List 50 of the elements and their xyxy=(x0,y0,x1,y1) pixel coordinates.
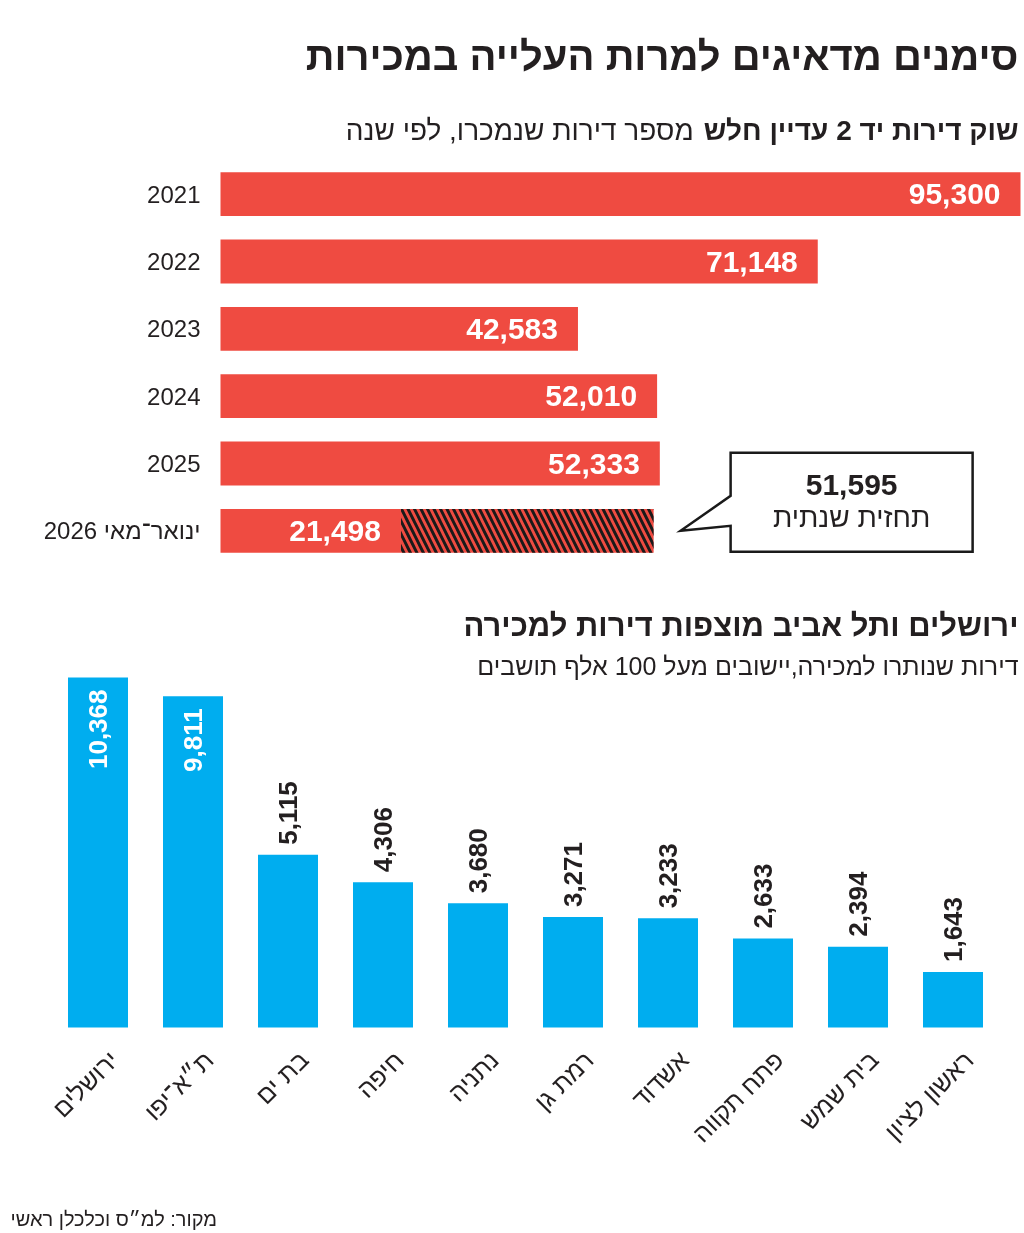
bar xyxy=(828,946,888,1028)
y-tick-label: 2022 xyxy=(147,248,201,275)
bar xyxy=(258,854,318,1028)
data-label: 52,010 xyxy=(545,379,638,413)
data-label: 2,633 xyxy=(748,863,778,929)
data-label: 21,498 xyxy=(289,513,381,547)
data-label: 71,148 xyxy=(706,244,798,278)
bar xyxy=(220,441,660,486)
x-axis-title: מספר דירות שנמכרו, לפי שנה xyxy=(345,115,694,146)
data-label: 52,333 xyxy=(548,446,640,480)
bar xyxy=(353,882,413,1028)
x-tick-label: נתניה xyxy=(442,1045,504,1107)
bar xyxy=(638,918,698,1028)
x-tick-label: רמת גן xyxy=(528,1045,599,1116)
bar xyxy=(543,917,603,1028)
y-tick-label: 2025 xyxy=(147,450,201,477)
data-label: 3,680 xyxy=(463,828,493,894)
y-tick-label: 2021 xyxy=(147,180,201,208)
bar xyxy=(220,374,658,419)
bar xyxy=(733,938,793,1028)
chart-title: ירושלים ותל אביב מוצפות דירות למכירה xyxy=(463,608,1019,643)
bar xyxy=(68,677,128,1028)
bar xyxy=(163,696,223,1028)
chart-title: סימנים מדאיגים למרות העלייה במכירות xyxy=(305,33,1019,78)
text: מקור: למ״ס וכלכלן ראשי xyxy=(10,1207,218,1230)
data-label: 95,300 xyxy=(908,177,1001,211)
data-label: 5,115 xyxy=(273,781,303,845)
chart-subtitle: דירות שנותרו למכירה,יישובים מעל 100 אלף תושבים xyxy=(477,651,1019,680)
data-label: 3,233 xyxy=(653,843,683,909)
x-tick-label: בת ים xyxy=(250,1045,314,1110)
bar xyxy=(923,972,983,1028)
x-tick-label: ת״א־יפו xyxy=(138,1045,219,1126)
data-label: 9,811 xyxy=(178,708,208,772)
bar xyxy=(220,239,818,284)
data-label: 2,394 xyxy=(843,871,873,937)
data-label: 1,643 xyxy=(938,896,968,963)
bar xyxy=(220,306,578,351)
bar xyxy=(220,172,1021,217)
y-tick-label: 2024 xyxy=(147,382,201,410)
bar xyxy=(448,903,508,1028)
chart-subtitle: שוק דירות יד 2 עדיין חלש xyxy=(703,115,1019,146)
data-label: 42,583 xyxy=(466,311,558,345)
data-label: 4,306 xyxy=(368,807,398,873)
x-tick-label: אשדוד xyxy=(626,1045,695,1114)
data-label: 10,368 xyxy=(83,689,113,770)
x-tick-label: ירושלים xyxy=(46,1045,124,1123)
data-label: 3,271 xyxy=(558,842,588,908)
y-tick-label: ינואר־מאי 2026 xyxy=(43,517,201,545)
y-tick-label: 2023 xyxy=(147,315,201,343)
x-tick-label: חיפה xyxy=(351,1045,409,1104)
